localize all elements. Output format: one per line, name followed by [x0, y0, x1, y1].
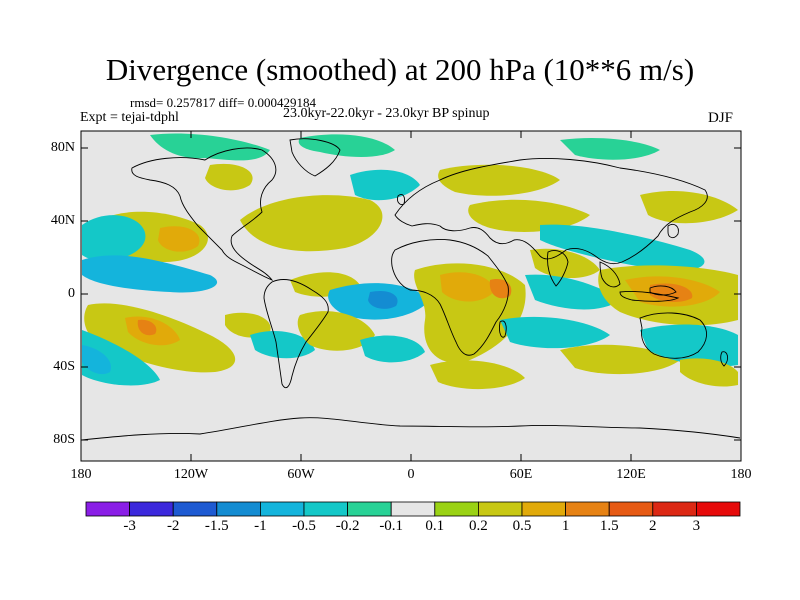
colorbar-label: 1.5	[599, 518, 619, 534]
field-patch	[650, 283, 693, 302]
field-patch	[560, 138, 660, 160]
lat-label-40n: 40N	[50, 213, 75, 228]
field-patch	[297, 311, 375, 351]
colorbar-swatch	[434, 501, 479, 517]
lat-label-80s: 80S	[53, 432, 75, 447]
lon-label-180e: 180	[730, 467, 752, 482]
lon-label-0: 0	[407, 467, 415, 482]
lat-label-0: 0	[68, 286, 75, 301]
field-patch	[82, 215, 146, 261]
field-patch	[368, 290, 398, 309]
lon-label-120e: 120E	[616, 467, 646, 482]
field-patch	[440, 272, 495, 302]
field-patch	[298, 134, 395, 157]
field-patch	[489, 279, 512, 299]
field-patch	[640, 324, 738, 367]
lon-label-180w: 180	[70, 467, 92, 482]
colorbar-label: 3	[692, 518, 701, 534]
colorbar-swatch	[565, 501, 610, 517]
field-patch	[137, 319, 157, 336]
season-label: DJF	[708, 110, 734, 126]
stats-text: rmsd= 0.257817 diff= 0.000429184	[130, 95, 316, 110]
colorbar-label: 2	[649, 518, 657, 534]
field-patch	[150, 133, 270, 161]
colorbar-label: -0.1	[379, 518, 404, 534]
lon-label-60e: 60E	[509, 467, 533, 482]
colorbar-label: -1.5	[204, 518, 229, 534]
field-patch	[158, 226, 200, 252]
colorbar	[85, 501, 741, 517]
field-patch	[82, 345, 111, 375]
colorbar-label: 0.2	[469, 518, 488, 534]
plot-title: Divergence (smoothed) at 200 hPa (10**6 …	[105, 52, 695, 87]
field-patch	[560, 344, 680, 375]
field-patch	[205, 163, 253, 191]
field-patch	[525, 274, 620, 310]
colorbar-swatch	[172, 501, 218, 517]
field-patch	[350, 169, 420, 201]
field-patch	[360, 335, 425, 363]
colorbar-swatch	[129, 501, 174, 517]
lon-label-60w: 60W	[287, 467, 315, 482]
colorbar-swatch	[390, 501, 436, 517]
field-patch	[225, 312, 271, 338]
field-patch	[250, 330, 315, 359]
colorbar-label: -0.2	[335, 518, 360, 534]
lon-label-120w: 120W	[173, 467, 209, 482]
colorbar-swatch	[303, 501, 348, 517]
colorbar-label: 1	[561, 518, 570, 534]
colorbar-swatch	[259, 501, 305, 517]
lat-label-40s: 40S	[53, 359, 75, 374]
field-patch	[468, 199, 590, 232]
colorbar-label: -2	[166, 518, 180, 534]
coastlines	[81, 138, 741, 441]
field-patch	[540, 224, 705, 272]
colorbar-label: -1	[254, 518, 267, 534]
field-patch	[430, 360, 525, 390]
colorbar-label: 0.1	[425, 518, 445, 534]
experiment-label: Expt = tejai-tdphl	[80, 110, 179, 125]
field-patch	[640, 190, 738, 224]
colorbar-label: -3	[123, 518, 136, 534]
colorbar-label: -0.5	[292, 518, 316, 534]
field-patch	[82, 255, 218, 293]
colorbar-swatch	[216, 501, 261, 517]
colorbar-swatch	[608, 501, 654, 517]
colorbar-swatch	[521, 501, 566, 517]
axis-ticks	[81, 131, 741, 461]
period-label: 23.0kyr-22.0kyr - 23.0kyr BP spinup	[283, 106, 490, 121]
field-patch	[438, 164, 560, 196]
field-patch	[240, 195, 383, 252]
colorbar-swatch	[477, 501, 523, 517]
colorbar-swatch	[696, 501, 741, 517]
divergence-field	[82, 133, 738, 390]
colorbar-swatch	[652, 501, 697, 517]
colorbar-swatch	[85, 501, 130, 517]
field-patch	[500, 316, 610, 349]
lat-label-80n: 80N	[50, 140, 75, 155]
colorbar-label: 0.5	[512, 518, 532, 534]
colorbar-swatch	[347, 501, 392, 517]
